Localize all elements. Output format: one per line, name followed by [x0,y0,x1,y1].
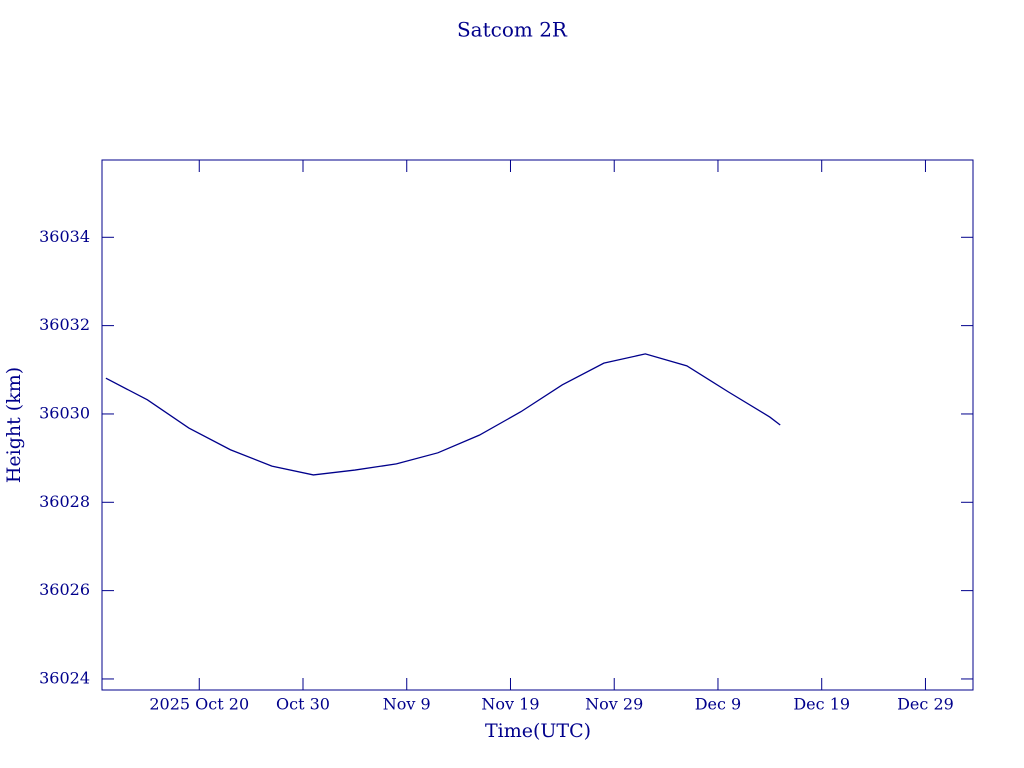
x-tick-label: Nov 29 [585,695,643,714]
y-tick-label: 36024 [39,668,90,687]
x-tick-label: Nov 19 [481,695,539,714]
x-tick-label: Dec 19 [793,695,850,714]
line-series [105,353,781,476]
x-tick-label: Dec 29 [897,695,954,714]
y-tick-label: 36030 [39,403,90,422]
chart-title: Satcom 2R [457,18,568,42]
x-tick-label: Nov 9 [383,695,431,714]
x-tick-label: 2025 Oct 20 [149,695,249,714]
y-tick-label: 36028 [39,492,90,511]
y-tick-label: 36034 [39,227,90,246]
y-axis-label: Height (km) [3,367,25,483]
plot-frame [101,159,974,691]
x-axis-label: Time(UTC) [485,720,591,742]
y-tick-label: 36026 [39,580,90,599]
y-tick-label: 36032 [39,315,90,334]
x-tick-label: Oct 30 [276,695,330,714]
x-tick-label: Dec 9 [695,695,742,714]
